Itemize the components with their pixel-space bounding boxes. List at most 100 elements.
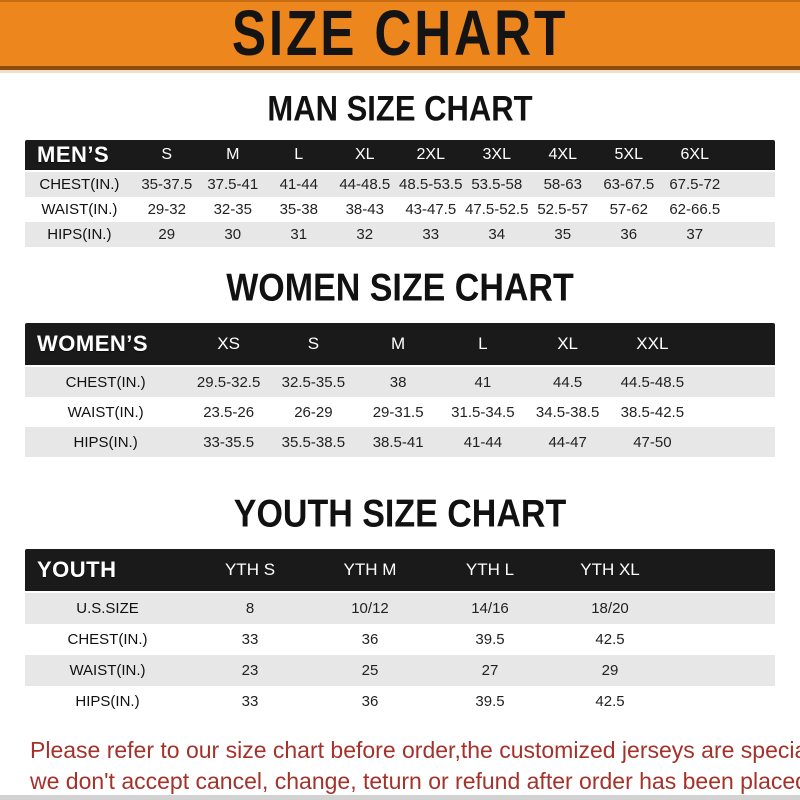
row-label: WAIST(IN.) xyxy=(67,403,144,421)
table-cell: 36 xyxy=(620,226,638,243)
table-cell: 30 xyxy=(224,226,242,243)
table-cell: 26-29 xyxy=(294,403,333,421)
banner: SIZE CHART xyxy=(0,0,800,70)
table-cell: 38.5-41 xyxy=(372,433,424,451)
table-cell: 27 xyxy=(481,662,499,679)
table-cell: 31 xyxy=(290,226,308,243)
table-cell: 42.5 xyxy=(595,631,625,648)
youth-size-header: YTH M xyxy=(343,560,397,579)
table-cell: 32-35 xyxy=(213,201,252,218)
table-cell: 25 xyxy=(361,662,379,679)
women-size-table: WOMEN’S XS S M L XL XXL CHEST(IN.) 29.5-… xyxy=(25,323,775,457)
youth-section-title: YOUTH SIZE CHART xyxy=(233,492,567,536)
table-row: WAIST(IN.) 23.5-26 26-29 29-31.5 31.5-34… xyxy=(25,397,775,427)
table-row: WAIST(IN.) 29-32 32-35 35-38 38-43 43-47… xyxy=(25,197,775,222)
table-cell: 41-44 xyxy=(463,433,503,451)
table-cell: 44.5-48.5 xyxy=(620,373,685,391)
table-cell: 37 xyxy=(686,226,704,243)
footer-note-line2: we don't accept cancel, change, teturn o… xyxy=(30,768,800,794)
women-size-header: XL xyxy=(557,334,579,353)
footer-note-line1: Please refer to our size chart before or… xyxy=(30,737,800,763)
row-label: CHEST(IN.) xyxy=(65,373,146,391)
table-cell: 29 xyxy=(158,226,176,243)
row-label: HIPS(IN.) xyxy=(75,693,140,710)
table-cell: 32 xyxy=(356,226,374,243)
row-label: CHEST(IN.) xyxy=(67,631,148,648)
table-cell: 33 xyxy=(241,693,259,710)
men-size-header: 6XL xyxy=(680,146,709,163)
youth-size-header: YTH XL xyxy=(580,560,640,579)
table-cell: 62-66.5 xyxy=(669,201,721,218)
table-cell: 38 xyxy=(389,373,407,391)
women-size-header: XS xyxy=(217,334,240,353)
men-size-table: MEN’S S M L XL 2XL 3XL 4XL 5XL 6XL CHEST… xyxy=(25,140,775,247)
men-table-header: MEN’S S M L XL 2XL 3XL 4XL 5XL 6XL xyxy=(25,140,775,172)
men-size-header: S xyxy=(161,146,173,163)
table-cell: 35.5-38.5 xyxy=(281,433,346,451)
table-cell: 10/12 xyxy=(351,600,389,617)
banner-underline xyxy=(0,70,800,73)
row-label: U.S.SIZE xyxy=(76,600,139,617)
table-cell: 44-47 xyxy=(548,433,587,451)
table-cell: 42.5 xyxy=(595,693,625,710)
men-section-title: MAN SIZE CHART xyxy=(267,88,533,129)
table-cell: 29 xyxy=(601,662,619,679)
table-cell: 33-35.5 xyxy=(203,433,255,451)
table-cell: 39.5 xyxy=(475,631,505,648)
table-cell: 8 xyxy=(245,600,255,617)
table-cell: 37.5-41 xyxy=(207,176,259,193)
table-cell: 29-32 xyxy=(147,201,186,218)
table-cell: 33 xyxy=(422,226,440,243)
table-cell: 47-50 xyxy=(633,433,672,451)
table-cell: 58-63 xyxy=(543,176,582,193)
table-row: HIPS(IN.) 33-35.5 35.5-38.5 38.5-41 41-4… xyxy=(25,427,775,457)
women-section-title: WOMEN SIZE CHART xyxy=(226,266,574,310)
youth-size-table: YOUTH YTH S YTH M YTH L YTH XL U.S.SIZE … xyxy=(25,549,775,717)
table-cell: 41-44 xyxy=(279,176,318,193)
table-cell: 47.5-52.5 xyxy=(465,201,529,218)
women-size-header: L xyxy=(478,334,488,353)
women-table-body: CHEST(IN.) 29.5-32.5 32.5-35.5 38 41 44.… xyxy=(25,367,775,457)
men-size-header: 5XL xyxy=(614,146,643,163)
table-cell: 35 xyxy=(554,226,572,243)
table-cell: 35-38 xyxy=(279,201,318,218)
table-cell: 18/20 xyxy=(591,600,629,617)
table-cell: 29-31.5 xyxy=(372,403,424,421)
table-cell: 43-47.5 xyxy=(405,201,457,218)
youth-table-body: U.S.SIZE 8 10/12 14/16 18/20 CHEST(IN.) … xyxy=(25,593,775,717)
table-cell: 38-43 xyxy=(345,201,384,218)
bottom-edge-strip xyxy=(0,795,800,800)
men-size-header: M xyxy=(226,146,240,163)
table-cell: 35-37.5 xyxy=(141,176,193,193)
youth-table-header: YOUTH YTH S YTH M YTH L YTH XL xyxy=(25,549,775,593)
row-label: HIPS(IN.) xyxy=(73,433,138,451)
men-size-header: 2XL xyxy=(416,146,445,163)
table-cell: 52.5-57 xyxy=(537,201,589,218)
table-row: CHEST(IN.) 35-37.5 37.5-41 41-44 44-48.5… xyxy=(25,172,775,197)
table-cell: 41 xyxy=(474,373,492,391)
table-cell: 32.5-35.5 xyxy=(281,373,346,391)
banner-title: SIZE CHART xyxy=(231,0,569,70)
table-row: CHEST(IN.) 29.5-32.5 32.5-35.5 38 41 44.… xyxy=(25,367,775,397)
women-size-header: XXL xyxy=(636,334,669,353)
women-size-header: S xyxy=(307,334,320,353)
men-size-header: XL xyxy=(354,146,375,163)
row-label: WAIST(IN.) xyxy=(69,662,146,679)
table-cell: 14/16 xyxy=(471,600,509,617)
table-cell: 57-62 xyxy=(609,201,648,218)
table-cell: 44.5 xyxy=(553,373,583,391)
table-cell: 34.5-38.5 xyxy=(535,403,600,421)
table-row: HIPS(IN.) 29 30 31 32 33 34 35 36 37 xyxy=(25,222,775,247)
women-corner-label: WOMEN’S xyxy=(37,331,149,356)
men-size-header: 4XL xyxy=(548,146,577,163)
women-table-header: WOMEN’S XS S M L XL XXL xyxy=(25,323,775,367)
table-cell: 48.5-53.5 xyxy=(399,176,463,193)
table-cell: 53.5-58 xyxy=(471,176,523,193)
men-size-header: L xyxy=(294,146,304,163)
men-corner-label: MEN’S xyxy=(37,142,110,167)
row-label: WAIST(IN.) xyxy=(41,201,118,218)
table-cell: 29.5-32.5 xyxy=(196,373,261,391)
table-cell: 39.5 xyxy=(475,693,505,710)
table-cell: 23 xyxy=(241,662,259,679)
table-cell: 33 xyxy=(241,631,259,648)
